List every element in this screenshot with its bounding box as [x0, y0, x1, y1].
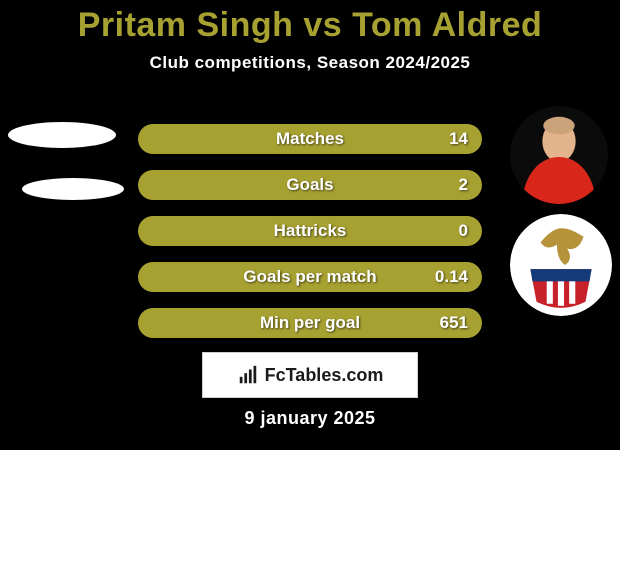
stat-value-right: 0 [459, 221, 468, 241]
player1-name: Pritam Singh [78, 6, 294, 44]
stat-label: Min per goal [260, 313, 360, 333]
subtitle: Club competitions, Season 2024/2025 [0, 53, 620, 73]
stat-value-right: 0.14 [435, 267, 468, 287]
player2-avatar [510, 106, 608, 204]
player2-name: Tom Aldred [352, 6, 542, 44]
stat-bar: Matches 14 [138, 124, 482, 154]
stat-label: Goals [286, 175, 333, 195]
stat-value-right: 14 [449, 129, 468, 149]
brand-text: FcTables.com [265, 365, 384, 386]
stat-bar: Min per goal 651 [138, 308, 482, 338]
stat-bar: Goals 2 [138, 170, 482, 200]
club-badge-svg [510, 214, 612, 316]
player1-avatar-placeholder [8, 122, 116, 148]
stat-bar: Goals per match 0.14 [138, 262, 482, 292]
right-avatars [510, 106, 612, 316]
player2-avatar-svg [510, 106, 608, 204]
stat-label: Matches [276, 129, 344, 149]
stat-bar: Hattricks 0 [138, 216, 482, 246]
stat-label: Hattricks [274, 221, 347, 241]
player2-club-badge [510, 214, 612, 316]
vs-text: vs [303, 6, 342, 44]
stat-value-right: 2 [459, 175, 468, 195]
comparison-card: Pritam Singh vs Tom Aldred Club competit… [0, 0, 620, 450]
player1-club-placeholder [22, 178, 124, 200]
stat-value-right: 651 [440, 313, 468, 333]
bar-chart-icon [237, 364, 259, 386]
left-avatar-placeholders [8, 122, 124, 200]
stat-label: Goals per match [243, 267, 376, 287]
brand-box[interactable]: FcTables.com [202, 352, 418, 398]
date-text: 9 january 2025 [0, 408, 620, 429]
page-title: Pritam Singh vs Tom Aldred [0, 0, 620, 45]
stat-bars: Matches 14 Goals 2 Hattricks 0 Goals per match… [138, 124, 482, 354]
